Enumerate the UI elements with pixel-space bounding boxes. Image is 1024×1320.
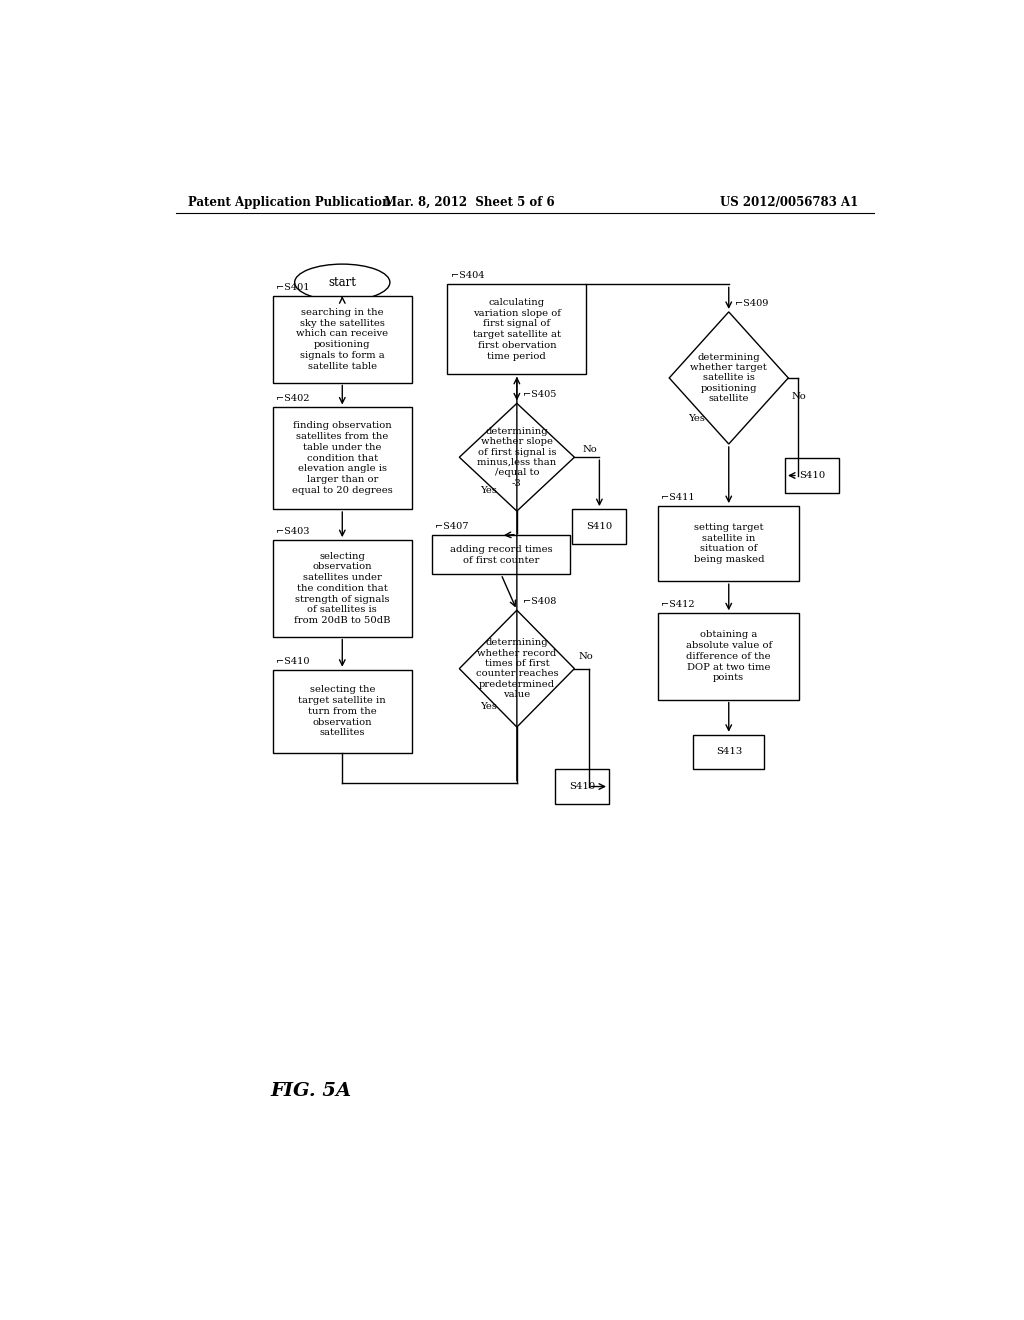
Text: start: start bbox=[329, 276, 356, 289]
Bar bbox=[447, 284, 587, 374]
Text: ⌐S402: ⌐S402 bbox=[276, 395, 309, 404]
Text: determining
whether target
satellite is
positioning
satellite: determining whether target satellite is … bbox=[690, 352, 767, 403]
Bar bbox=[572, 510, 627, 544]
Bar bbox=[785, 458, 839, 492]
Bar bbox=[272, 669, 412, 752]
Text: No: No bbox=[583, 445, 597, 454]
Ellipse shape bbox=[295, 264, 390, 301]
Text: ⌐S410: ⌐S410 bbox=[276, 656, 309, 665]
Text: adding record times
of first counter: adding record times of first counter bbox=[450, 545, 552, 565]
Text: ⌐S407: ⌐S407 bbox=[435, 523, 468, 532]
Text: US 2012/0056783 A1: US 2012/0056783 A1 bbox=[720, 195, 858, 209]
Text: obtaining a
absolute value of
difference of the
DOP at two time
points: obtaining a absolute value of difference… bbox=[686, 631, 772, 682]
Text: ⌐S404: ⌐S404 bbox=[451, 272, 484, 280]
Text: No: No bbox=[579, 652, 593, 661]
Text: Patent Application Publication: Patent Application Publication bbox=[187, 195, 390, 209]
Text: S410: S410 bbox=[799, 471, 825, 480]
Polygon shape bbox=[460, 404, 574, 511]
Bar bbox=[272, 540, 412, 636]
Text: Yes: Yes bbox=[480, 702, 497, 711]
Text: Mar. 8, 2012  Sheet 5 of 6: Mar. 8, 2012 Sheet 5 of 6 bbox=[384, 195, 555, 209]
Polygon shape bbox=[460, 610, 574, 727]
Polygon shape bbox=[670, 312, 788, 444]
Text: S410: S410 bbox=[568, 781, 595, 791]
Bar bbox=[272, 408, 412, 510]
Text: selecting the
target satellite in
turn from the
observation
satellites: selecting the target satellite in turn f… bbox=[298, 685, 386, 738]
Text: FIG. 5A: FIG. 5A bbox=[270, 1082, 351, 1101]
Text: searching in the
sky the satellites
which can receive
positioning
signals to for: searching in the sky the satellites whic… bbox=[296, 308, 388, 371]
Bar bbox=[658, 614, 800, 700]
Text: calculating
variation slope of
first signal of
target satellite at
first obervat: calculating variation slope of first sig… bbox=[473, 298, 561, 360]
Text: ⌐S403: ⌐S403 bbox=[276, 527, 309, 536]
Bar bbox=[431, 536, 570, 574]
Text: S410: S410 bbox=[587, 521, 612, 531]
Text: ⌐S401: ⌐S401 bbox=[276, 282, 309, 292]
Text: ⌐S411: ⌐S411 bbox=[662, 492, 695, 502]
Bar bbox=[658, 506, 800, 581]
Text: ⌐S405: ⌐S405 bbox=[523, 391, 557, 399]
Text: finding observation
satellites from the
table under the
condition that
elevation: finding observation satellites from the … bbox=[292, 421, 392, 495]
Text: ⌐S412: ⌐S412 bbox=[662, 601, 695, 609]
Text: Yes: Yes bbox=[480, 486, 497, 495]
Bar bbox=[272, 296, 412, 383]
Text: determining
whether slope
of first signal is
minus,less than
/equal to
-3: determining whether slope of first signa… bbox=[477, 426, 556, 487]
Text: S413: S413 bbox=[716, 747, 741, 756]
Text: ⌐S408: ⌐S408 bbox=[523, 597, 557, 606]
Text: setting target
satellite in
situation of
being masked: setting target satellite in situation of… bbox=[693, 523, 764, 564]
Text: ⌐S409: ⌐S409 bbox=[735, 298, 768, 308]
Text: determining
whether record
times of first
counter reaches
predetermined
value: determining whether record times of firs… bbox=[475, 638, 558, 700]
Text: No: No bbox=[792, 392, 806, 401]
Bar bbox=[555, 770, 609, 804]
Bar bbox=[693, 735, 765, 770]
Text: Yes: Yes bbox=[688, 414, 705, 424]
Text: selecting
observation
satellites under
the condition that
strength of signals
of: selecting observation satellites under t… bbox=[294, 552, 390, 626]
